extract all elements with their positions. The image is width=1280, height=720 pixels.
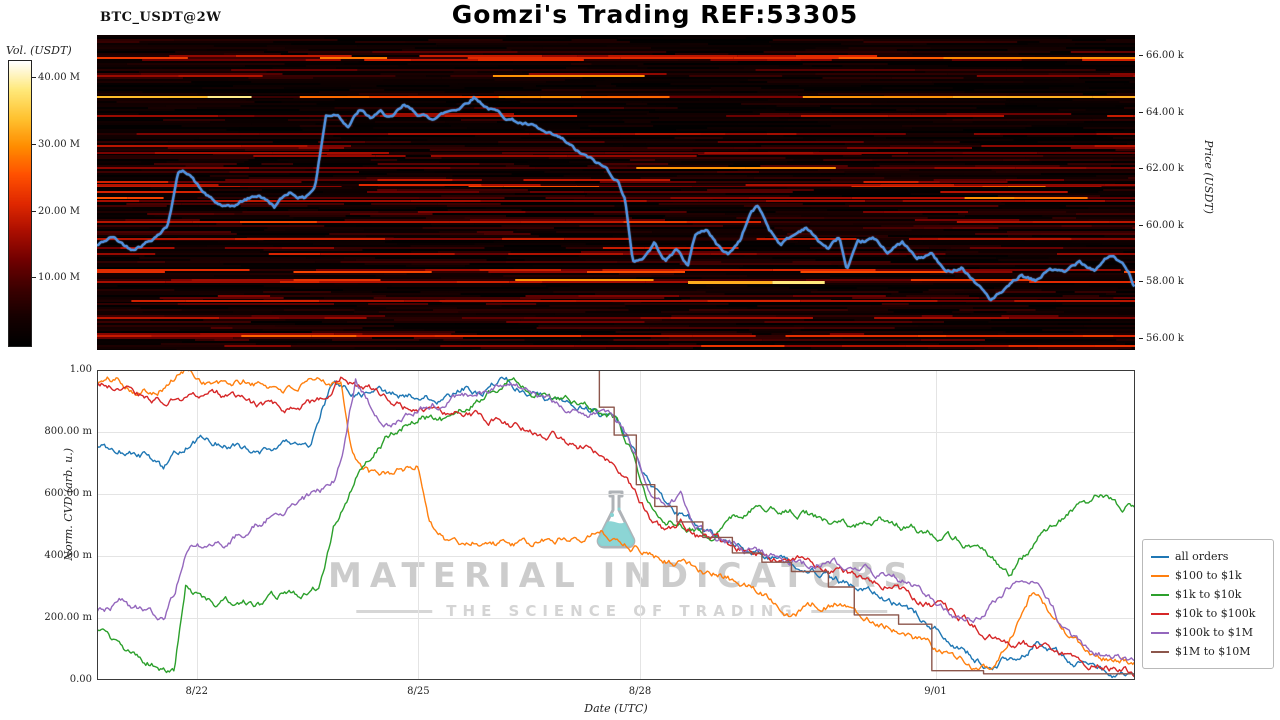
- colorbar-tick-label: 40.00 M: [31, 72, 80, 83]
- date-tick-label: 8/25: [407, 686, 430, 697]
- cvd-y-axis-title: Norm. CVD (arb. u.): [62, 448, 75, 561]
- price-axis-tick-label: 66.00 k: [1139, 50, 1184, 61]
- date-tick-label: 9/01: [924, 686, 947, 697]
- price-axis-tick-label: 64.00 k: [1139, 107, 1184, 118]
- legend: all orders $100 to $1k $1k to $10k $10k to …: [1142, 539, 1274, 669]
- colorbar-tick-label: 30.00 M: [31, 139, 80, 150]
- legend-label: $10k to $100k: [1175, 607, 1256, 620]
- legend-label: all orders: [1175, 550, 1229, 563]
- price-axis-title: Price (USDT): [1202, 140, 1215, 214]
- colorbar-tick-label: 20.00 M: [31, 206, 80, 217]
- legend-label: $100 to $1k: [1175, 569, 1242, 582]
- price-axis-tick-label: 56.00 k: [1139, 333, 1184, 344]
- legend-item: all orders: [1151, 547, 1265, 566]
- cvd-chart-canvas: [97, 370, 1135, 680]
- legend-line-swatch: [1151, 631, 1169, 634]
- chart-symbol: BTC_USDT@2W: [100, 10, 222, 25]
- volume-colorbar: [8, 60, 32, 347]
- cvd-y-tick-label: 0.00: [69, 674, 92, 685]
- legend-label: $1M to $10M: [1175, 645, 1251, 658]
- legend-item: $100 to $1k: [1151, 566, 1265, 585]
- cvd-y-tick-label: 800.00 m: [44, 426, 92, 437]
- cvd-y-tick-label: 1.00: [69, 364, 92, 375]
- legend-item: $1M to $10M: [1151, 642, 1265, 661]
- x-axis-title: Date (UTC): [584, 702, 648, 715]
- legend-line-swatch: [1151, 555, 1169, 558]
- legend-label: $1k to $10k: [1175, 588, 1242, 601]
- price-axis-tick-label: 58.00 k: [1139, 276, 1184, 287]
- legend-line-swatch: [1151, 612, 1169, 615]
- legend-label: $100k to $1M: [1175, 626, 1253, 639]
- colorbar-title: Vol. (USDT): [6, 44, 72, 57]
- cvd-y-tick-label: 600.00 m: [44, 488, 92, 499]
- page-title: Gomzi's Trading REF:53305: [451, 0, 859, 29]
- legend-line-swatch: [1151, 650, 1169, 653]
- liquidity-heatmap-canvas: [97, 35, 1135, 350]
- legend-item: $10k to $100k: [1151, 604, 1265, 623]
- colorbar-tick-label: 10.00 M: [31, 272, 80, 283]
- cvd-y-tick-label: 200.00 m: [44, 612, 92, 623]
- legend-item: $1k to $10k: [1151, 585, 1265, 604]
- cvd-y-tick-label: 400.00 m: [44, 550, 92, 561]
- legend-item: $100k to $1M: [1151, 623, 1265, 642]
- price-axis-tick-label: 62.00 k: [1139, 163, 1184, 174]
- legend-line-swatch: [1151, 574, 1169, 577]
- legend-line-swatch: [1151, 593, 1169, 596]
- date-tick-label: 8/22: [185, 686, 208, 697]
- price-axis-tick-label: 60.00 k: [1139, 220, 1184, 231]
- date-tick-label: 8/28: [628, 686, 652, 697]
